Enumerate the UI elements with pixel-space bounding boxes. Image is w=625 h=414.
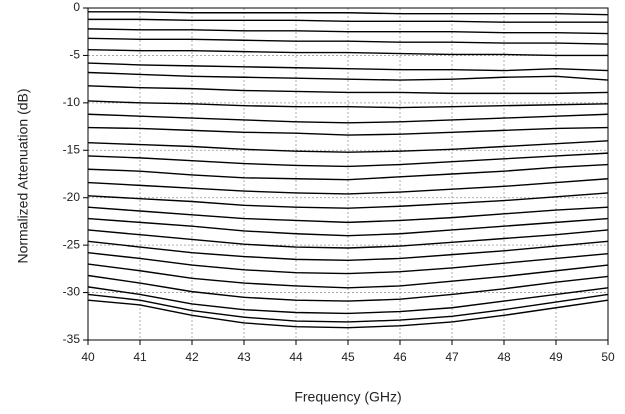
- series-line: [87, 252, 609, 275]
- series-line: [87, 37, 609, 45]
- series-line: [87, 286, 609, 315]
- x-tick-label: 40: [81, 350, 95, 364]
- series-line: [87, 85, 609, 95]
- series-line: [87, 163, 609, 181]
- x-tick-label: 50: [601, 350, 615, 364]
- x-tick-label: 41: [133, 350, 147, 364]
- x-tick-label: 49: [549, 350, 563, 364]
- series-line: [87, 113, 609, 124]
- series-line: [87, 49, 608, 57]
- x-tick-label: 43: [237, 350, 251, 364]
- series-line: [87, 71, 609, 81]
- x-tick-label: 48: [497, 350, 511, 364]
- series-line: [87, 217, 609, 237]
- y-tick-label: -10: [63, 95, 81, 109]
- x-tick-label: 46: [393, 350, 407, 364]
- y-tick-label: 0: [73, 0, 80, 14]
- series-line: [87, 293, 609, 323]
- x-tick-label: 47: [445, 350, 459, 364]
- series-line: [88, 18, 608, 23]
- series-line: [87, 263, 609, 289]
- series-line: [88, 11, 609, 16]
- series-line: [87, 152, 609, 168]
- series-line: [87, 28, 609, 35]
- series-line: [87, 126, 609, 136]
- y-axis-title: Normalized Attenuation (dB): [15, 88, 31, 263]
- y-tick-label: -35: [63, 332, 81, 346]
- series-line: [87, 229, 609, 249]
- x-tick-label: 44: [289, 350, 303, 364]
- series-line: [87, 62, 609, 72]
- y-tick-label: -25: [63, 237, 81, 251]
- series-line: [87, 178, 609, 195]
- series-line: [87, 206, 609, 224]
- y-tick-label: -20: [63, 190, 81, 204]
- y-tick-label: -15: [63, 142, 81, 156]
- series-line: [87, 299, 609, 329]
- series-line: [87, 100, 609, 109]
- series-line: [87, 192, 609, 209]
- series-line: [87, 274, 609, 302]
- y-tick-label: -30: [63, 285, 81, 299]
- series-line: [87, 240, 609, 262]
- x-axis-title: Frequency (GHz): [294, 389, 401, 405]
- x-tick-label: 42: [185, 350, 199, 364]
- series-line: [87, 140, 609, 153]
- y-tick-label: -5: [69, 48, 80, 62]
- x-tick-label: 45: [341, 350, 355, 364]
- plot-frame: [87, 7, 609, 341]
